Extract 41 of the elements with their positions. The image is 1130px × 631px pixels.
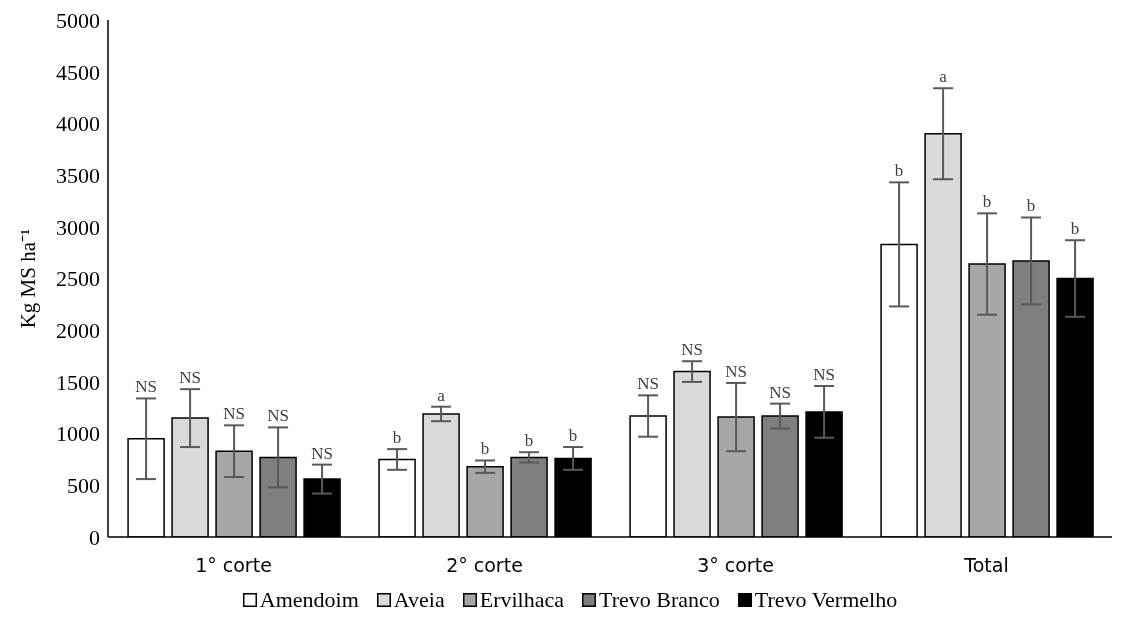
legend-label: Amendoim [259, 587, 359, 613]
annotation: b [392, 428, 402, 448]
x-tick-label: Total [963, 554, 1009, 577]
y-tick-label: 3500 [56, 162, 100, 188]
annotation: NS [223, 404, 245, 424]
y-tick-label: 1500 [56, 369, 100, 395]
x-tick-label: 3° corte [697, 554, 774, 577]
x-tick-label: 2° corte [446, 554, 523, 577]
legend-label: Aveia [393, 587, 445, 613]
annotation: b [1070, 219, 1080, 239]
annotation: b [568, 426, 578, 446]
annotation: b [1026, 196, 1036, 216]
y-tick-label: 500 [67, 473, 100, 499]
annotation: b [894, 161, 904, 181]
annotation: NS [311, 443, 333, 463]
y-tick-label: 5000 [56, 7, 100, 33]
annotation: NS [769, 382, 791, 402]
annotation: a [437, 385, 446, 405]
annotation: a [939, 67, 948, 87]
annotation: b [480, 439, 490, 459]
annotation: b [982, 192, 992, 212]
annotation: b [524, 431, 534, 451]
annotation: NS [267, 406, 289, 426]
x-tick-label: 1° corte [195, 554, 272, 577]
y-tick-label: 4500 [56, 59, 100, 85]
y-axis-title: Kg MS ha⁻¹ [16, 228, 41, 329]
legend-label: Trevo Vermelho [754, 587, 898, 613]
legend-label: Ervilhaca [479, 587, 564, 613]
annotation: NS [179, 368, 201, 388]
y-tick-label: 0 [89, 524, 100, 550]
y-tick-label: 3000 [56, 214, 100, 240]
y-tick-label: 1000 [56, 421, 100, 447]
legend-label: Trevo Branco [599, 587, 720, 613]
y-tick-label: 2000 [56, 318, 100, 344]
y-tick-label: 4000 [56, 111, 100, 137]
annotation: NS [681, 340, 703, 360]
annotation: NS [813, 365, 835, 385]
annotation: NS [135, 377, 157, 397]
annotation: NS [637, 374, 659, 394]
annotation: NS [725, 361, 747, 381]
y-tick-label: 2500 [56, 266, 100, 292]
